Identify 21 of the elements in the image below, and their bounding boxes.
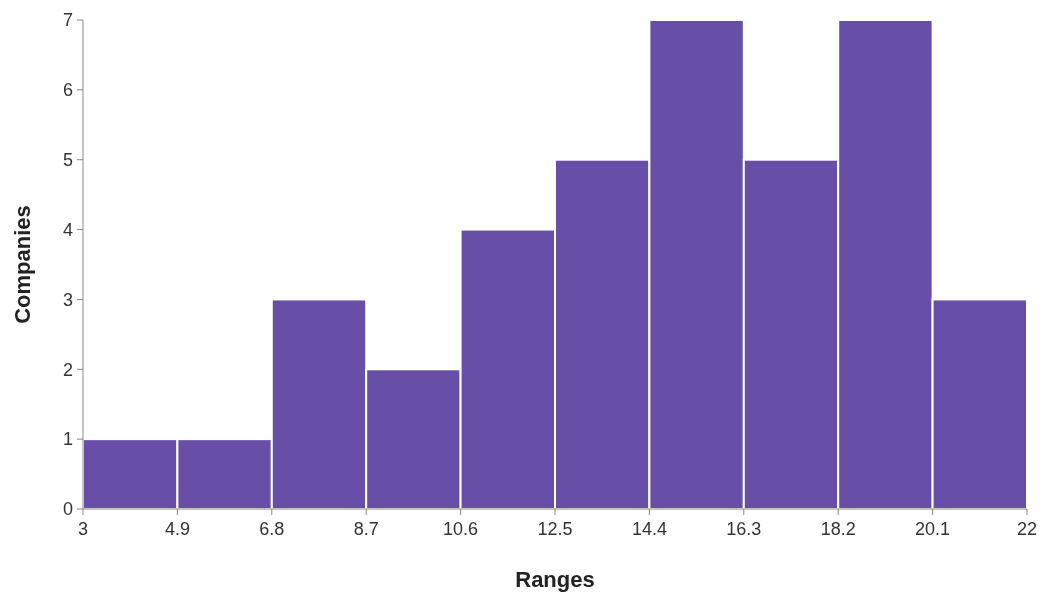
- x-tick-label: 14.4: [631, 519, 667, 539]
- x-tick-label: 6.8: [259, 519, 285, 539]
- x-axis-title: Ranges: [515, 567, 595, 592]
- x-tick-label: 10.6: [443, 519, 479, 539]
- x-tick-label: 22: [1016, 519, 1038, 539]
- y-tick-label: 4: [62, 219, 73, 240]
- x-tick-label: 4.9: [164, 519, 190, 539]
- y-tick-label: 3: [62, 289, 73, 310]
- y-axis-title: Companies: [10, 205, 35, 324]
- x-tick-label: 12.5: [537, 519, 573, 539]
- y-tick-label: 2: [62, 359, 73, 380]
- y-tick-label: 6: [62, 80, 73, 101]
- y-tick-label: 0: [62, 499, 73, 520]
- x-tick-label: 18.2: [820, 519, 856, 539]
- x-tick-label: 20.1: [915, 519, 951, 539]
- x-tick-label: 3: [77, 519, 89, 539]
- y-tick-label: 7: [62, 10, 73, 31]
- y-tick-label: 5: [62, 150, 73, 171]
- y-tick-label: 1: [62, 429, 73, 450]
- x-tick-label: 8.7: [353, 519, 379, 539]
- x-tick-label: 16.3: [726, 519, 762, 539]
